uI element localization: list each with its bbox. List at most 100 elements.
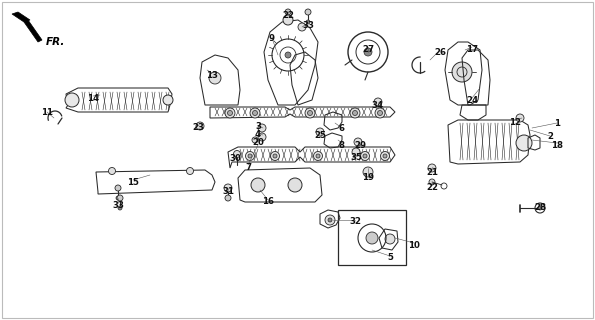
Circle shape: [516, 135, 532, 151]
Circle shape: [186, 167, 193, 174]
Text: 20: 20: [252, 138, 264, 147]
Text: 9: 9: [269, 34, 275, 43]
Circle shape: [118, 206, 122, 210]
Circle shape: [374, 98, 382, 106]
Text: 11: 11: [41, 108, 53, 116]
Circle shape: [306, 20, 310, 24]
Text: 27: 27: [362, 44, 374, 53]
Circle shape: [325, 215, 335, 225]
Text: 24: 24: [466, 95, 478, 105]
Circle shape: [298, 23, 306, 31]
Circle shape: [225, 108, 235, 118]
Text: 5: 5: [387, 253, 393, 262]
Text: 33: 33: [302, 20, 314, 29]
Circle shape: [352, 110, 358, 116]
Circle shape: [308, 110, 312, 116]
Text: 25: 25: [314, 131, 326, 140]
Circle shape: [115, 185, 121, 191]
Text: 6: 6: [339, 124, 345, 132]
Circle shape: [251, 178, 265, 192]
Circle shape: [385, 234, 395, 244]
Circle shape: [316, 128, 324, 136]
Circle shape: [380, 151, 390, 161]
Text: 30: 30: [229, 154, 241, 163]
Circle shape: [116, 196, 120, 200]
Circle shape: [363, 154, 367, 158]
Text: 28: 28: [534, 204, 546, 212]
Circle shape: [516, 114, 524, 122]
Text: 12: 12: [509, 117, 521, 126]
Circle shape: [65, 93, 79, 107]
Text: 2: 2: [547, 132, 553, 140]
Circle shape: [429, 179, 435, 185]
Circle shape: [163, 95, 173, 105]
Text: 18: 18: [551, 140, 563, 149]
Text: 1: 1: [554, 118, 560, 127]
Text: 8: 8: [339, 140, 345, 149]
Text: FR.: FR.: [46, 37, 65, 47]
Text: 16: 16: [262, 197, 274, 206]
Circle shape: [361, 151, 369, 161]
Circle shape: [227, 110, 233, 116]
Circle shape: [108, 167, 115, 174]
Circle shape: [225, 195, 231, 201]
Polygon shape: [12, 12, 30, 22]
Circle shape: [271, 151, 280, 161]
Text: 26: 26: [434, 47, 446, 57]
Circle shape: [252, 137, 258, 143]
Circle shape: [258, 133, 266, 141]
Circle shape: [428, 164, 436, 172]
Circle shape: [248, 154, 252, 158]
Circle shape: [366, 232, 378, 244]
Circle shape: [285, 52, 291, 58]
Circle shape: [305, 108, 315, 118]
Circle shape: [352, 148, 360, 156]
Text: 31: 31: [222, 188, 234, 196]
Text: 22: 22: [426, 182, 438, 191]
Circle shape: [283, 15, 293, 25]
Text: 17: 17: [466, 44, 478, 53]
Bar: [338, 210, 406, 265]
Circle shape: [250, 108, 260, 118]
Text: 10: 10: [408, 241, 420, 250]
Text: 32: 32: [349, 218, 361, 227]
Circle shape: [233, 150, 240, 157]
Circle shape: [252, 110, 258, 116]
Text: 4: 4: [255, 130, 261, 139]
Text: 22: 22: [282, 11, 294, 20]
Circle shape: [285, 9, 291, 15]
Polygon shape: [24, 20, 42, 42]
Text: 14: 14: [87, 93, 99, 102]
Circle shape: [316, 154, 320, 158]
Text: 33: 33: [112, 201, 124, 210]
Circle shape: [383, 154, 387, 158]
Circle shape: [224, 184, 232, 192]
Circle shape: [350, 108, 360, 118]
Circle shape: [196, 122, 204, 130]
Circle shape: [117, 195, 123, 201]
Circle shape: [305, 9, 311, 15]
Circle shape: [314, 151, 322, 161]
Circle shape: [258, 124, 266, 132]
Text: 15: 15: [127, 178, 139, 187]
Text: 19: 19: [362, 172, 374, 181]
Circle shape: [363, 167, 373, 177]
Circle shape: [209, 72, 221, 84]
Text: 35: 35: [350, 153, 362, 162]
Circle shape: [538, 206, 542, 210]
Text: 34: 34: [372, 100, 384, 109]
Text: 21: 21: [426, 167, 438, 177]
Text: 13: 13: [206, 70, 218, 79]
Text: 3: 3: [255, 122, 261, 131]
Circle shape: [273, 154, 277, 158]
Circle shape: [354, 138, 362, 146]
Circle shape: [375, 108, 385, 118]
Text: 23: 23: [192, 123, 204, 132]
Text: 7: 7: [245, 163, 251, 172]
Circle shape: [364, 48, 372, 56]
Text: 29: 29: [354, 140, 366, 149]
Circle shape: [328, 218, 332, 222]
Circle shape: [377, 110, 383, 116]
Circle shape: [288, 178, 302, 192]
Circle shape: [452, 62, 472, 82]
